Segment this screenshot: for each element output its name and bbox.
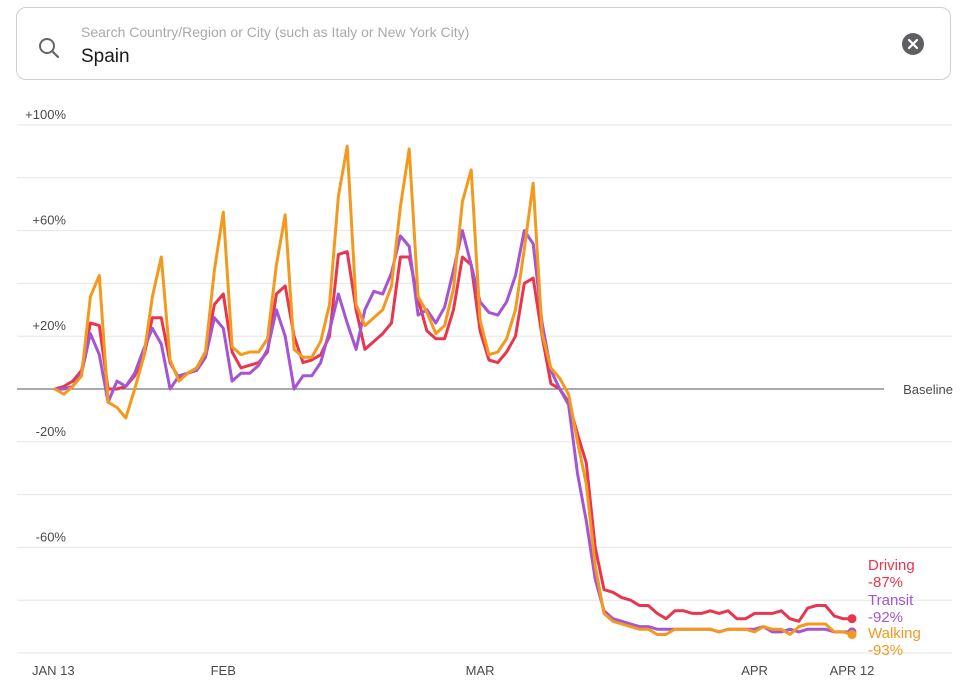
series-final-value: -93% — [868, 642, 903, 659]
y-axis-tick-labels: +100% +60% +20% -20% -60% — [25, 107, 66, 544]
series-final-value: -87% — [868, 574, 903, 591]
series-line-walking — [53, 144, 854, 636]
x-tick-label: JAN 13 — [32, 663, 75, 678]
x-tick-label: APR 12 — [830, 663, 875, 678]
series-end-point-driving — [847, 614, 857, 624]
search-placeholder: Search Country/Region or City (such as I… — [81, 24, 470, 40]
x-tick-label: FEB — [211, 663, 236, 678]
search-icon — [39, 38, 60, 59]
search-box[interactable]: Search Country/Region or City (such as I… — [16, 7, 951, 80]
close-circle-icon — [907, 38, 919, 50]
x-tick-label: APR — [741, 663, 768, 678]
series-name-label: Transit — [868, 592, 914, 609]
x-tick-label: MAR — [466, 663, 495, 678]
series-final-value: -92% — [868, 609, 903, 626]
y-tick-label: -20% — [36, 424, 67, 439]
baseline-label: Baseline — [903, 382, 953, 397]
y-tick-label: +60% — [32, 213, 66, 228]
chart-series — [53, 144, 857, 640]
series-end-point-walking — [847, 630, 857, 640]
y-tick-label: +20% — [32, 318, 66, 333]
series-name-label: Driving — [868, 557, 915, 574]
clear-search-button[interactable] — [902, 33, 924, 55]
search-input[interactable]: Spain — [81, 46, 130, 67]
x-axis-tick-labels: JAN 13 FEB MAR APR APR 12 — [32, 663, 874, 678]
y-tick-label: +100% — [25, 107, 66, 122]
y-tick-label: -60% — [36, 529, 67, 544]
series-name-label: Walking — [868, 625, 921, 642]
series-line-driving — [53, 250, 854, 623]
series-end-labels: Driving-87%Transit-92%Walking-93% — [868, 557, 921, 659]
